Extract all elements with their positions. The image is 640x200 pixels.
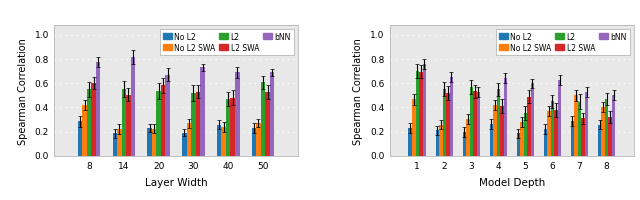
Bar xyxy=(265,92,270,156)
Bar xyxy=(270,73,275,156)
Bar xyxy=(602,107,605,156)
Bar xyxy=(554,111,557,156)
Bar xyxy=(412,100,415,156)
Bar xyxy=(96,63,100,156)
Bar xyxy=(497,90,500,156)
Bar xyxy=(221,127,226,156)
Bar xyxy=(605,100,608,156)
Bar xyxy=(443,90,446,156)
Bar xyxy=(117,129,122,156)
Y-axis label: Spearman Correlation: Spearman Correlation xyxy=(353,38,364,144)
Bar xyxy=(439,125,443,156)
Bar xyxy=(260,83,265,156)
Bar xyxy=(477,92,480,156)
Bar xyxy=(490,124,493,156)
Bar xyxy=(252,128,256,156)
Bar xyxy=(256,123,260,156)
Bar xyxy=(419,72,422,156)
X-axis label: Layer Width: Layer Width xyxy=(145,177,207,187)
Bar xyxy=(608,117,612,156)
Bar xyxy=(574,96,578,156)
Bar xyxy=(436,131,439,156)
Bar xyxy=(544,130,547,156)
Bar xyxy=(131,58,135,156)
Bar xyxy=(470,87,473,156)
Bar xyxy=(182,133,187,156)
Bar xyxy=(200,68,205,156)
Bar xyxy=(557,80,561,156)
Bar xyxy=(113,134,117,156)
Bar xyxy=(578,102,581,156)
Bar xyxy=(83,105,87,156)
Bar xyxy=(473,92,477,156)
Bar xyxy=(466,120,470,156)
Bar xyxy=(551,102,554,156)
Bar xyxy=(520,122,524,156)
Bar xyxy=(230,98,235,156)
Bar xyxy=(191,94,196,156)
Bar xyxy=(87,90,92,156)
Bar xyxy=(531,84,534,156)
Bar xyxy=(235,73,239,156)
Legend: No L2, No L2 SWA, L2, L2 SWA, bNN: No L2, No L2 SWA, L2, L2 SWA, bNN xyxy=(160,30,294,55)
Bar xyxy=(598,125,602,156)
Bar xyxy=(504,79,507,156)
Bar xyxy=(217,125,221,156)
Bar xyxy=(415,72,419,156)
Bar xyxy=(161,86,166,156)
Bar xyxy=(581,119,585,156)
Bar xyxy=(500,106,504,156)
Bar xyxy=(493,105,497,156)
Bar xyxy=(463,132,466,156)
Bar xyxy=(585,93,588,156)
Bar xyxy=(156,92,161,156)
Bar xyxy=(524,114,527,156)
Bar xyxy=(527,97,531,156)
Bar xyxy=(449,78,453,156)
Bar xyxy=(612,96,615,156)
Bar xyxy=(226,99,230,156)
Bar xyxy=(422,65,426,156)
Bar xyxy=(122,90,126,156)
Bar xyxy=(152,129,156,156)
Bar xyxy=(126,95,131,156)
Bar xyxy=(408,128,412,156)
Bar xyxy=(78,122,83,156)
X-axis label: Model Depth: Model Depth xyxy=(479,177,545,187)
Bar xyxy=(516,134,520,156)
Bar xyxy=(147,129,152,156)
Bar xyxy=(92,83,96,156)
Legend: No L2, No L2 SWA, L2, L2 SWA, bNN: No L2, No L2 SWA, L2, L2 SWA, bNN xyxy=(495,30,630,55)
Bar xyxy=(166,75,170,156)
Bar xyxy=(571,121,574,156)
Bar xyxy=(547,112,551,156)
Bar xyxy=(196,92,200,156)
Bar xyxy=(446,94,449,156)
Bar xyxy=(187,124,191,156)
Y-axis label: Spearman Correlation: Spearman Correlation xyxy=(17,38,28,144)
